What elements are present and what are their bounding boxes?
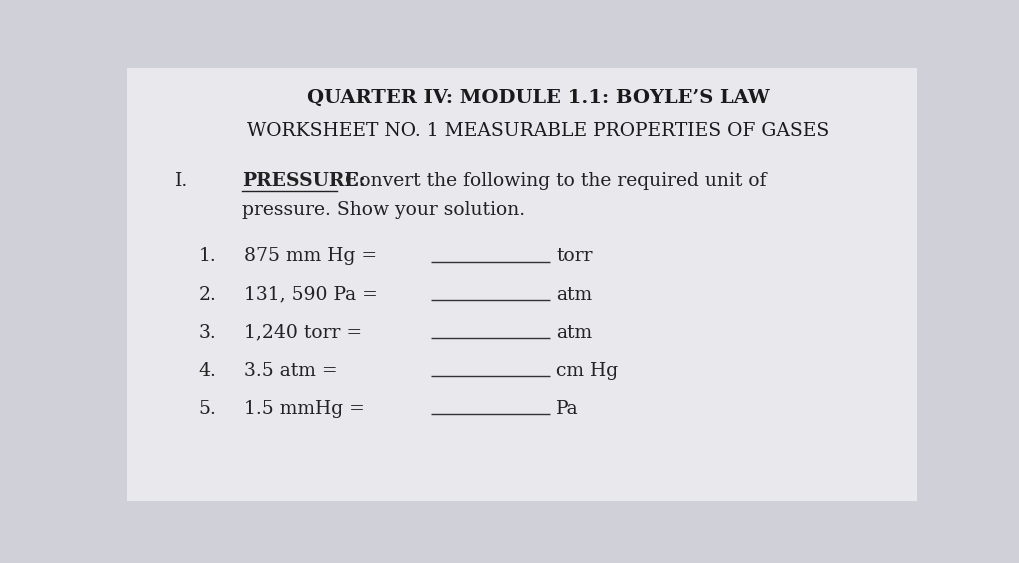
Text: 1,240 torr =: 1,240 torr = <box>245 324 363 342</box>
Text: 131, 590 Pa =: 131, 590 Pa = <box>245 285 378 303</box>
Text: atm: atm <box>556 324 592 342</box>
Text: 1.5 mmHg =: 1.5 mmHg = <box>245 400 365 418</box>
Text: PRESSURE:: PRESSURE: <box>242 172 366 190</box>
FancyBboxPatch shape <box>127 68 917 501</box>
Text: I.: I. <box>175 172 189 190</box>
Text: 5.: 5. <box>199 400 216 418</box>
Text: 3.: 3. <box>199 324 216 342</box>
Text: torr: torr <box>556 248 593 266</box>
Text: 4.: 4. <box>199 362 216 380</box>
Text: cm Hg: cm Hg <box>556 362 619 380</box>
Text: Pa: Pa <box>556 400 579 418</box>
Text: pressure. Show your solution.: pressure. Show your solution. <box>242 200 525 218</box>
Text: 1.: 1. <box>199 248 216 266</box>
Text: 2.: 2. <box>199 285 216 303</box>
Text: atm: atm <box>556 285 592 303</box>
Text: QUARTER IV: MODULE 1.1: BOYLE’S LAW: QUARTER IV: MODULE 1.1: BOYLE’S LAW <box>307 89 769 107</box>
Text: Convert the following to the required unit of: Convert the following to the required un… <box>339 172 766 190</box>
Text: 875 mm Hg =: 875 mm Hg = <box>245 248 377 266</box>
Text: 3.5 atm =: 3.5 atm = <box>245 362 338 380</box>
Text: WORKSHEET NO. 1 MEASURABLE PROPERTIES OF GASES: WORKSHEET NO. 1 MEASURABLE PROPERTIES OF… <box>247 122 829 140</box>
